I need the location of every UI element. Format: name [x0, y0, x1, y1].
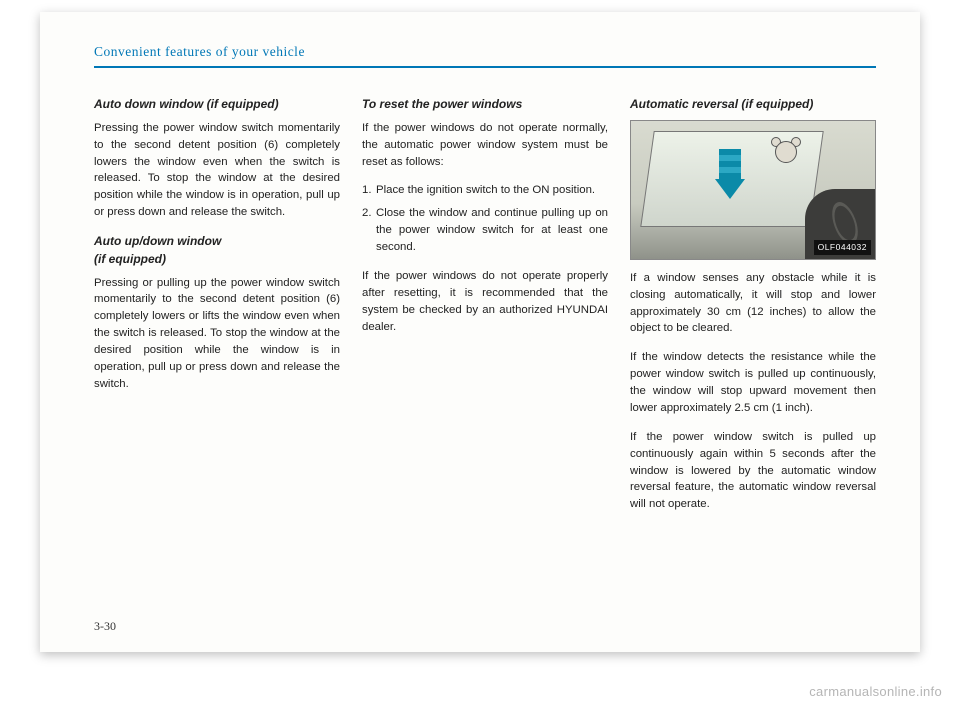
heading-reversal: Automatic reversal (if equipped): [630, 96, 876, 114]
heading-reset: To reset the power windows: [362, 96, 608, 114]
list-item-2: 2. Close the window and continue pulling…: [362, 205, 608, 256]
column-1: Auto down window (if equipped) Pressing …: [94, 96, 340, 525]
para: If the power window switch is pulled up …: [630, 429, 876, 513]
watermark: carmanualsonline.info: [809, 684, 942, 699]
heading-auto-down: Auto down window (if equipped): [94, 96, 340, 114]
heading-auto-updown: Auto up/down window (if equipped): [94, 233, 340, 269]
chapter-header: Convenient features of your vehicle: [94, 44, 876, 60]
figure-reversal: OLF044032: [630, 120, 876, 260]
column-3: Automatic reversal (if equipped) OLF0440…: [630, 96, 876, 525]
header-rule: [94, 66, 876, 68]
list-item-1: 1. Place the ignition switch to the ON p…: [362, 182, 608, 199]
page-number: 3-30: [94, 619, 116, 634]
figure-tag: OLF044032: [814, 240, 871, 255]
column-2: To reset the power windows If the power …: [362, 96, 608, 525]
para: If a window senses any obstacle while it…: [630, 270, 876, 338]
para: Pressing the power window switch momenta…: [94, 120, 340, 221]
para: If the window detects the resistance whi…: [630, 349, 876, 417]
down-arrow-icon: [715, 149, 745, 199]
teddy-bear-icon: [769, 135, 803, 169]
para: Pressing or pulling up the power win­dow…: [94, 275, 340, 393]
content-columns: Auto down window (if equipped) Pressing …: [94, 96, 876, 525]
manual-page: Convenient features of your vehicle Auto…: [40, 12, 920, 652]
para: If the power windows do not operate norm…: [362, 120, 608, 171]
para: If the power windows do not operate prop…: [362, 268, 608, 336]
